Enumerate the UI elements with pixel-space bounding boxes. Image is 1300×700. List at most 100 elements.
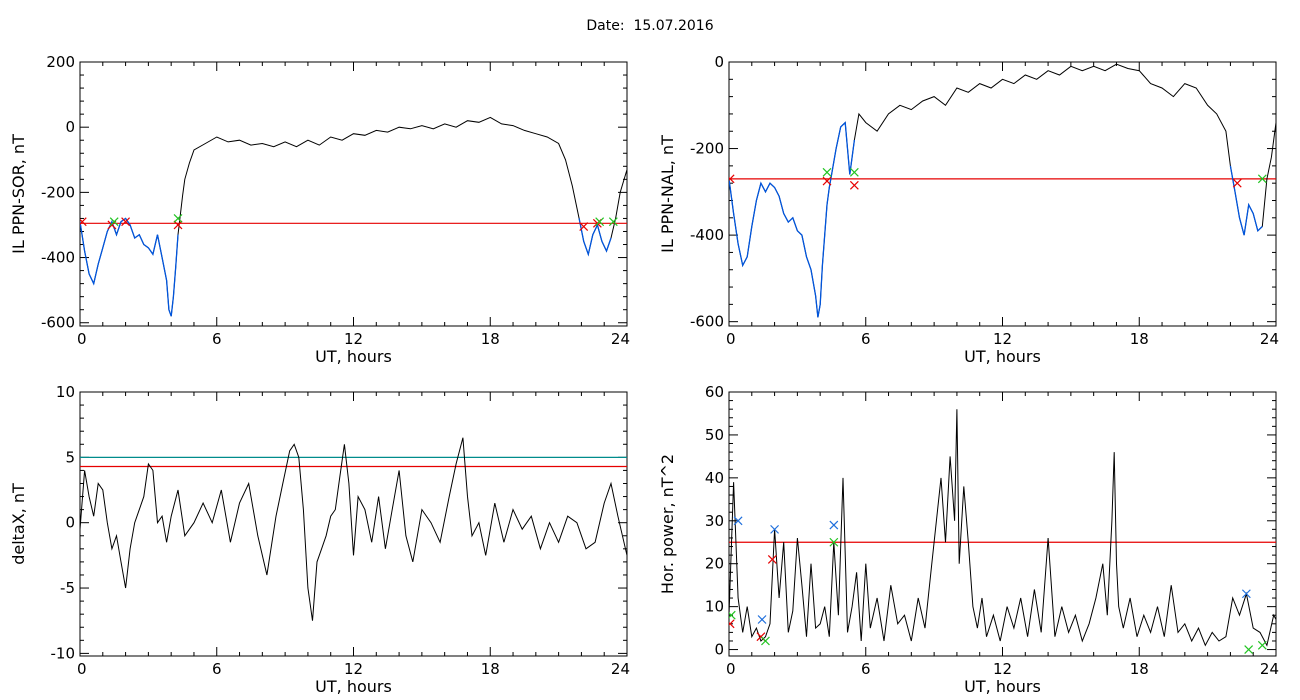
- y-tick-label: 5: [65, 448, 75, 466]
- date-label: Date:: [586, 18, 625, 34]
- marker-green: [829, 537, 839, 547]
- panel-deltax: 0 6 12 18 24 10 5 0 -5 -10 UT, hours deltaX, nT: [9, 383, 630, 696]
- y-tick-label: 200: [46, 53, 75, 71]
- plot-frame: [79, 61, 628, 327]
- x-tick-label: 24: [611, 660, 630, 678]
- marker-stroke: [121, 217, 131, 227]
- y-tick-label: -600: [690, 313, 724, 331]
- x-tick-label: 6: [861, 330, 871, 348]
- y-tick-label: -10: [51, 644, 76, 662]
- marker-stroke: [1257, 174, 1267, 184]
- x-tick-label: 18: [1130, 330, 1149, 348]
- data-layer: [80, 437, 627, 621]
- x-tick-label: 18: [481, 660, 500, 678]
- y-axis-label: IL PPN-SOR, nT: [9, 134, 28, 254]
- data-layer: [80, 116, 627, 317]
- marker-green: [849, 167, 859, 177]
- x-tick-label: 12: [344, 660, 363, 678]
- marker-blue: [757, 615, 767, 624]
- marker-stroke: [579, 222, 589, 232]
- marker-stroke: [595, 217, 605, 227]
- marker-stroke: [761, 636, 770, 646]
- marker-stroke: [757, 615, 767, 624]
- marker-green: [173, 214, 183, 223]
- marker-red: [729, 174, 735, 184]
- marker-stroke: [608, 217, 618, 227]
- x-tick-label: 18: [1130, 660, 1149, 678]
- x-tick-label: 6: [861, 660, 871, 678]
- x-tick-label: 24: [611, 330, 630, 348]
- marker-stroke: [756, 632, 766, 642]
- marker-stroke: [173, 214, 183, 223]
- x-tick-label: 12: [993, 330, 1012, 348]
- y-tick-label: 0: [65, 118, 75, 136]
- y-axis-label: Hor. power, nT^2: [658, 454, 677, 594]
- x-axis-label: UT, hours: [964, 347, 1041, 366]
- marker-red: [1232, 178, 1242, 188]
- x-tick-label: 12: [344, 330, 363, 348]
- marker-blue: [829, 520, 839, 530]
- marker-stroke: [822, 176, 832, 186]
- marker-stroke: [849, 167, 859, 177]
- marker-stroke: [173, 220, 183, 230]
- marker-stroke: [80, 217, 87, 225]
- y-tick-label: -400: [690, 226, 724, 244]
- marker-stroke: [1244, 645, 1254, 654]
- x-tick-label: 0: [77, 330, 87, 348]
- marker-stroke: [829, 537, 839, 547]
- marker-green: [1244, 645, 1254, 654]
- marker-stroke: [770, 524, 780, 534]
- marker-red: [729, 619, 735, 629]
- y-tick-label: 50: [705, 426, 724, 444]
- marker-red: [767, 554, 777, 564]
- plot-frame: [79, 391, 628, 657]
- dip-segment: [80, 217, 179, 317]
- marker-stroke: [767, 554, 777, 564]
- y-tick-label: 40: [705, 469, 724, 487]
- plot-frame: [728, 391, 1277, 657]
- marker-red: [822, 176, 832, 186]
- trace-line: [729, 63, 1276, 318]
- x-tick-label: 6: [212, 330, 222, 348]
- y-tick-label: -600: [41, 314, 75, 332]
- marker-green: [595, 217, 605, 227]
- dip-segment: [578, 218, 612, 257]
- trace-line: [729, 409, 1276, 647]
- x-axis-label: UT, hours: [315, 347, 392, 366]
- y-tick-label: 0: [714, 641, 724, 659]
- data-layer: [729, 409, 1276, 654]
- marker-green: [1257, 640, 1267, 650]
- x-tick-label: 24: [1260, 330, 1279, 348]
- marker-green: [761, 636, 770, 646]
- x-tick-label: 24: [1260, 660, 1279, 678]
- x-tick-label: 0: [726, 660, 736, 678]
- marker-stroke: [1257, 640, 1267, 650]
- y-tick-label: 10: [56, 383, 75, 401]
- y-tick-label: -200: [690, 140, 724, 158]
- marker-stroke: [829, 520, 839, 530]
- marker-stroke: [1232, 178, 1242, 188]
- data-layer: [729, 63, 1276, 318]
- date-header: Date: 15.07.2016: [0, 18, 1300, 34]
- plot-frame: [728, 61, 1277, 327]
- y-tick-label: 10: [705, 598, 724, 616]
- marker-stroke: [109, 217, 119, 227]
- y-tick-label: -200: [41, 183, 75, 201]
- marker-blue: [1241, 589, 1251, 599]
- x-tick-label: 0: [726, 330, 736, 348]
- y-tick-label: 30: [705, 512, 724, 530]
- marker-green: [109, 217, 119, 227]
- marker-stroke: [849, 180, 859, 190]
- x-tick-label: 12: [993, 660, 1012, 678]
- marker-stroke: [1241, 589, 1251, 599]
- marker-red: [173, 220, 183, 230]
- x-tick-label: 6: [212, 660, 222, 678]
- x-tick-label: 0: [77, 660, 87, 678]
- x-tick-label: 18: [481, 330, 500, 348]
- marker-green: [822, 167, 832, 177]
- panel-sor: 0 6 12 18 24 200 0 -200 -400 -600 UT, hours IL PPN-…: [9, 53, 630, 366]
- marker-red: [121, 217, 131, 227]
- marker-blue: [733, 516, 743, 526]
- panel-nal: 0 6 12 18 24 0 -200 -400 -600 UT, hours IL PPN-NAL…: [658, 53, 1279, 366]
